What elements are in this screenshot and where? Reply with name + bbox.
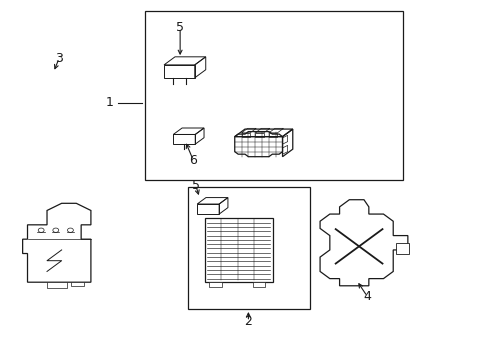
Text: 6: 6 — [189, 154, 197, 167]
Bar — [395, 243, 408, 253]
Text: 5: 5 — [191, 179, 199, 192]
Bar — [209, 282, 221, 287]
Text: 1: 1 — [105, 96, 113, 109]
Bar — [71, 282, 83, 286]
Text: 2: 2 — [244, 315, 252, 328]
Bar — [144, 12, 402, 180]
Bar — [188, 187, 310, 309]
Bar — [47, 282, 66, 288]
Text: 4: 4 — [363, 290, 370, 303]
Text: 5: 5 — [176, 21, 184, 34]
Bar — [253, 282, 265, 287]
Text: 3: 3 — [55, 51, 63, 64]
